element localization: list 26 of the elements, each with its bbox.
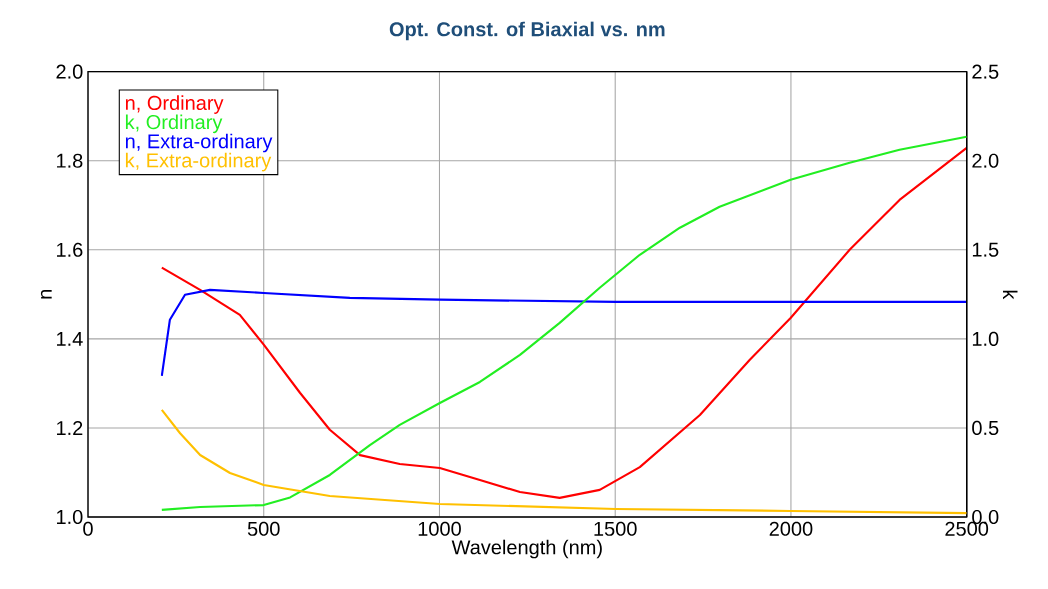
x-tick-label: 1500	[594, 521, 637, 536]
y2-tick-label: 1.5	[972, 242, 999, 257]
x-tick-label: 0	[83, 521, 93, 536]
y2-tick-label: 1.0	[972, 331, 999, 346]
chart-title: Opt. Const. of Biaxial vs. nm	[389, 21, 665, 41]
text: k, Extra-ordinary	[125, 152, 272, 172]
x-tick-label: 500	[247, 521, 280, 536]
y2-axis-title: k	[1003, 290, 1018, 300]
x-tick-label: 1000	[418, 521, 461, 536]
y-tick-label: 1.2	[57, 420, 83, 435]
y-tick-label: 1.8	[57, 153, 83, 168]
y2-tick-label: 2.5	[972, 64, 999, 79]
y2-tick-label: 2.0	[972, 153, 999, 168]
text: n, Extra-ordinary	[125, 133, 273, 153]
text: n, Ordinary	[125, 95, 224, 114]
y-tick-label: 1.0	[57, 509, 83, 525]
line-series	[160, 288, 967, 377]
line-series	[160, 408, 967, 515]
x-axis-title: Wavelength (nm)	[451, 539, 602, 559]
x-tick-label: 2000	[769, 521, 813, 536]
y2-tick-label: 0.5	[972, 420, 999, 435]
y-tick-label: 2.0	[56, 64, 83, 79]
y-axis-title: n	[40, 290, 52, 299]
y-tick-label: 1.4	[57, 331, 83, 346]
y-tick-label: 1.6	[57, 242, 83, 257]
text: k, Ordinary	[125, 114, 223, 134]
